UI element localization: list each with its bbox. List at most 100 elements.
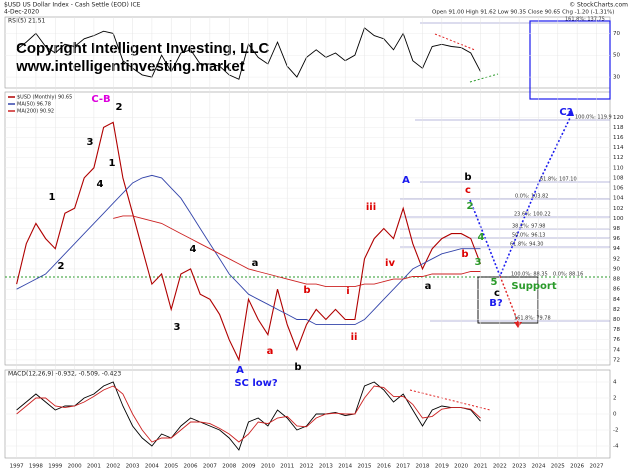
quote: Open 91.00 High 91.62 Low 90.35 Close 90… bbox=[432, 10, 614, 16]
wave-label: 1 bbox=[49, 192, 56, 203]
y-tick-label: 4 bbox=[613, 380, 617, 386]
source: © StockCharts.com bbox=[569, 2, 628, 9]
y-tick-label: 92 bbox=[613, 256, 620, 262]
projection-down bbox=[499, 275, 519, 323]
y-tick-label: 88 bbox=[613, 277, 620, 283]
wave-label: a bbox=[252, 258, 259, 269]
fib-label: 50.0%: 96.13 bbox=[512, 233, 545, 239]
copyright: Copyright Intelligent Investing, LLC bbox=[16, 40, 269, 57]
y-tick-label: 86 bbox=[613, 287, 620, 293]
fib-lines bbox=[400, 22, 610, 322]
fib-label: 161.8%: 79.78 bbox=[514, 316, 551, 322]
legend-label: MA(200) 90.92 bbox=[17, 109, 54, 115]
x-tick-label: 2023 bbox=[512, 464, 526, 470]
y-tick-label: 118 bbox=[613, 125, 624, 131]
arrow-head bbox=[514, 322, 522, 328]
x-tick-label: 2022 bbox=[493, 464, 507, 470]
wave-label: b bbox=[294, 362, 301, 373]
wave-label: A bbox=[236, 365, 244, 376]
wave-label: 3 bbox=[87, 137, 94, 148]
wave-label: B? bbox=[489, 298, 503, 309]
wave-label: b bbox=[303, 285, 310, 296]
x-tick-label: 2003 bbox=[126, 464, 140, 470]
y-tick-label: 50 bbox=[613, 53, 620, 59]
x-tick-label: 2012 bbox=[300, 464, 314, 470]
wave-label: iv bbox=[385, 258, 395, 269]
wave-label: SC low? bbox=[234, 378, 278, 389]
y-tick-label: 96 bbox=[613, 236, 620, 242]
y-tick-label: 76 bbox=[613, 337, 620, 343]
arrow-head bbox=[566, 110, 574, 116]
y-tick-label: 72 bbox=[613, 357, 620, 363]
wave-label: ii bbox=[351, 332, 358, 343]
target-box bbox=[529, 20, 611, 100]
y-tick-label: 104 bbox=[613, 196, 624, 202]
rsi-trend bbox=[469, 73, 499, 83]
wave-label: a bbox=[267, 346, 274, 357]
y-tick-label: 0 bbox=[613, 412, 617, 418]
y-tick-label: 106 bbox=[613, 186, 624, 192]
y-tick-label: 112 bbox=[613, 155, 624, 161]
x-tick-label: 2013 bbox=[319, 464, 333, 470]
fib-label: 61.8%: 94.30 bbox=[510, 242, 543, 248]
x-tick-label: 2017 bbox=[396, 464, 410, 470]
panel-title: MACD(12,26,9) -0.932, -0.509, -0.423 bbox=[8, 371, 121, 378]
x-tick-label: 2009 bbox=[242, 464, 256, 470]
wave-label: C-B bbox=[91, 94, 110, 105]
wave-label: 2 bbox=[467, 201, 474, 212]
series-line bbox=[16, 121, 482, 362]
y-tick-label: 78 bbox=[613, 327, 620, 333]
fib-label: 0.0%: 88.16 bbox=[553, 272, 583, 278]
fib-label: 100.0%: 88.35 bbox=[511, 272, 548, 278]
b-wave-box bbox=[477, 276, 539, 324]
wave-label: C? bbox=[559, 107, 572, 118]
wave-label: 5 bbox=[491, 277, 498, 288]
y-tick-label: 114 bbox=[613, 145, 624, 151]
wave-label: b bbox=[464, 172, 471, 183]
x-tick-label: 2027 bbox=[589, 464, 603, 470]
y-tick-label: 82 bbox=[613, 307, 620, 313]
series-line bbox=[16, 385, 481, 443]
x-tick-label: 2014 bbox=[338, 464, 352, 470]
y-tick-label: 116 bbox=[613, 135, 624, 141]
x-tick-label: 2026 bbox=[570, 464, 584, 470]
x-tick-label: 2019 bbox=[435, 464, 449, 470]
y-tick-label: 94 bbox=[613, 246, 620, 252]
fib-label: 161.8%: 137.75 bbox=[565, 17, 605, 23]
y-tick-label: -2 bbox=[613, 428, 618, 434]
y-tick-label: 98 bbox=[613, 226, 620, 232]
y-tick-label: 120 bbox=[613, 115, 624, 121]
y-tick-label: 90 bbox=[613, 266, 620, 272]
x-tick-label: 2008 bbox=[222, 464, 236, 470]
x-tick-label: 2007 bbox=[203, 464, 217, 470]
series-line bbox=[16, 381, 481, 451]
x-tick-label: 1999 bbox=[48, 464, 62, 470]
wave-label: c bbox=[494, 288, 500, 299]
y-tick-label: 102 bbox=[613, 206, 624, 212]
fib-label: 0.0%: 103.82 bbox=[515, 194, 548, 200]
x-tick-label: 2018 bbox=[416, 464, 430, 470]
legend-label: MA(50) 96.78 bbox=[17, 102, 51, 108]
x-tick-label: 2021 bbox=[473, 464, 487, 470]
wave-label: 3 bbox=[475, 257, 482, 268]
symbol: $USD US Dollar Index - Cash Settle (EOD)… bbox=[4, 2, 141, 9]
y-tick-label: 84 bbox=[613, 297, 620, 303]
macd-trend bbox=[409, 389, 491, 411]
date: 4-Dec-2020 bbox=[4, 9, 39, 16]
wave-label: c bbox=[465, 185, 471, 196]
wave-label: 2 bbox=[116, 102, 123, 113]
wave-label: 2 bbox=[58, 261, 65, 272]
x-tick-label: 2025 bbox=[551, 464, 565, 470]
x-tick-label: 2004 bbox=[145, 464, 159, 470]
x-tick-label: 2001 bbox=[87, 464, 101, 470]
series-line bbox=[113, 215, 481, 288]
x-tick-label: 2005 bbox=[164, 464, 178, 470]
wave-label: 4 bbox=[190, 244, 197, 255]
x-tick-label: 1997 bbox=[10, 464, 24, 470]
x-tick-label: 2024 bbox=[531, 464, 545, 470]
wave-label: b bbox=[461, 249, 468, 260]
x-tick-label: 2016 bbox=[377, 464, 391, 470]
y-tick-label: 110 bbox=[613, 165, 624, 171]
